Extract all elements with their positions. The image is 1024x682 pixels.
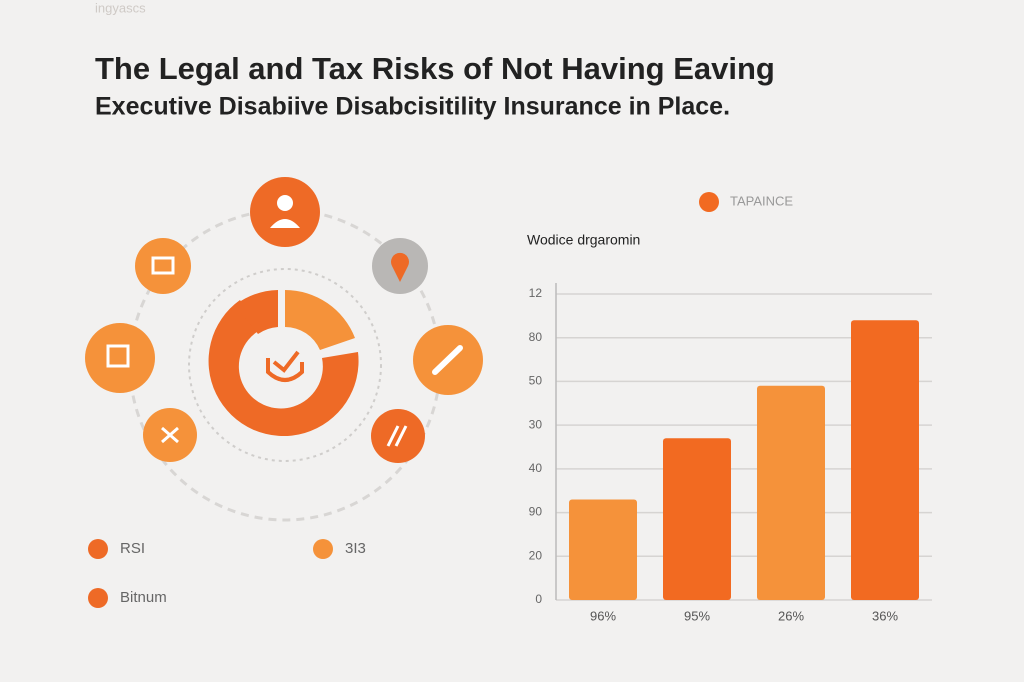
donut-segment xyxy=(208,300,359,437)
icon xyxy=(106,344,130,368)
legend-label: TAPAINCE xyxy=(730,193,793,208)
icon xyxy=(277,195,293,211)
caption: ingyascs xyxy=(95,0,146,15)
x-tick-label: 95% xyxy=(684,608,710,623)
icon xyxy=(151,256,175,275)
diagram: RSI 3I3 Bitnum xyxy=(85,177,483,608)
legend-dot xyxy=(88,539,108,559)
icon xyxy=(432,345,463,375)
legend-label: RSI xyxy=(120,540,145,557)
bar xyxy=(851,320,919,600)
icon-circle xyxy=(85,323,155,393)
y-tick-label: 80 xyxy=(529,330,543,344)
x-tick-label: 26% xyxy=(778,608,804,623)
bar xyxy=(757,385,825,600)
donut-segment xyxy=(235,290,278,334)
icon-circle xyxy=(250,177,320,247)
title: The Legal and Tax Risks of Not Having Ea… xyxy=(95,51,775,86)
icon-circle xyxy=(135,238,191,294)
icon xyxy=(161,426,179,444)
check-icon xyxy=(266,350,304,382)
chart-title: Wodice drgaromin xyxy=(527,232,640,248)
legend-label: Bitnum xyxy=(120,589,167,606)
y-tick-label: 50 xyxy=(529,374,543,388)
y-tick-label: 90 xyxy=(529,505,543,519)
icon xyxy=(390,252,409,282)
x-tick-label: 36% xyxy=(872,608,898,623)
donut-segment xyxy=(285,290,355,350)
legend-label: 3I3 xyxy=(345,540,366,557)
y-tick-label: 30 xyxy=(529,417,543,431)
icon xyxy=(270,219,300,228)
legend-dot xyxy=(313,539,333,559)
y-tick-label: 0 xyxy=(535,592,542,606)
bar xyxy=(569,499,637,600)
legend-dot xyxy=(699,192,719,212)
orbit xyxy=(188,268,382,462)
y-tick-label: 20 xyxy=(529,548,543,562)
y-tick-label: 12 xyxy=(529,286,543,300)
legend-dot xyxy=(88,588,108,608)
y-tick-label: 40 xyxy=(529,461,543,475)
x-tick-label: 96% xyxy=(590,608,616,623)
bar xyxy=(663,438,731,600)
icon xyxy=(386,425,408,447)
icon-circle xyxy=(371,409,425,463)
title: Executive Disabiive Disabcisitility Insu… xyxy=(95,93,730,121)
